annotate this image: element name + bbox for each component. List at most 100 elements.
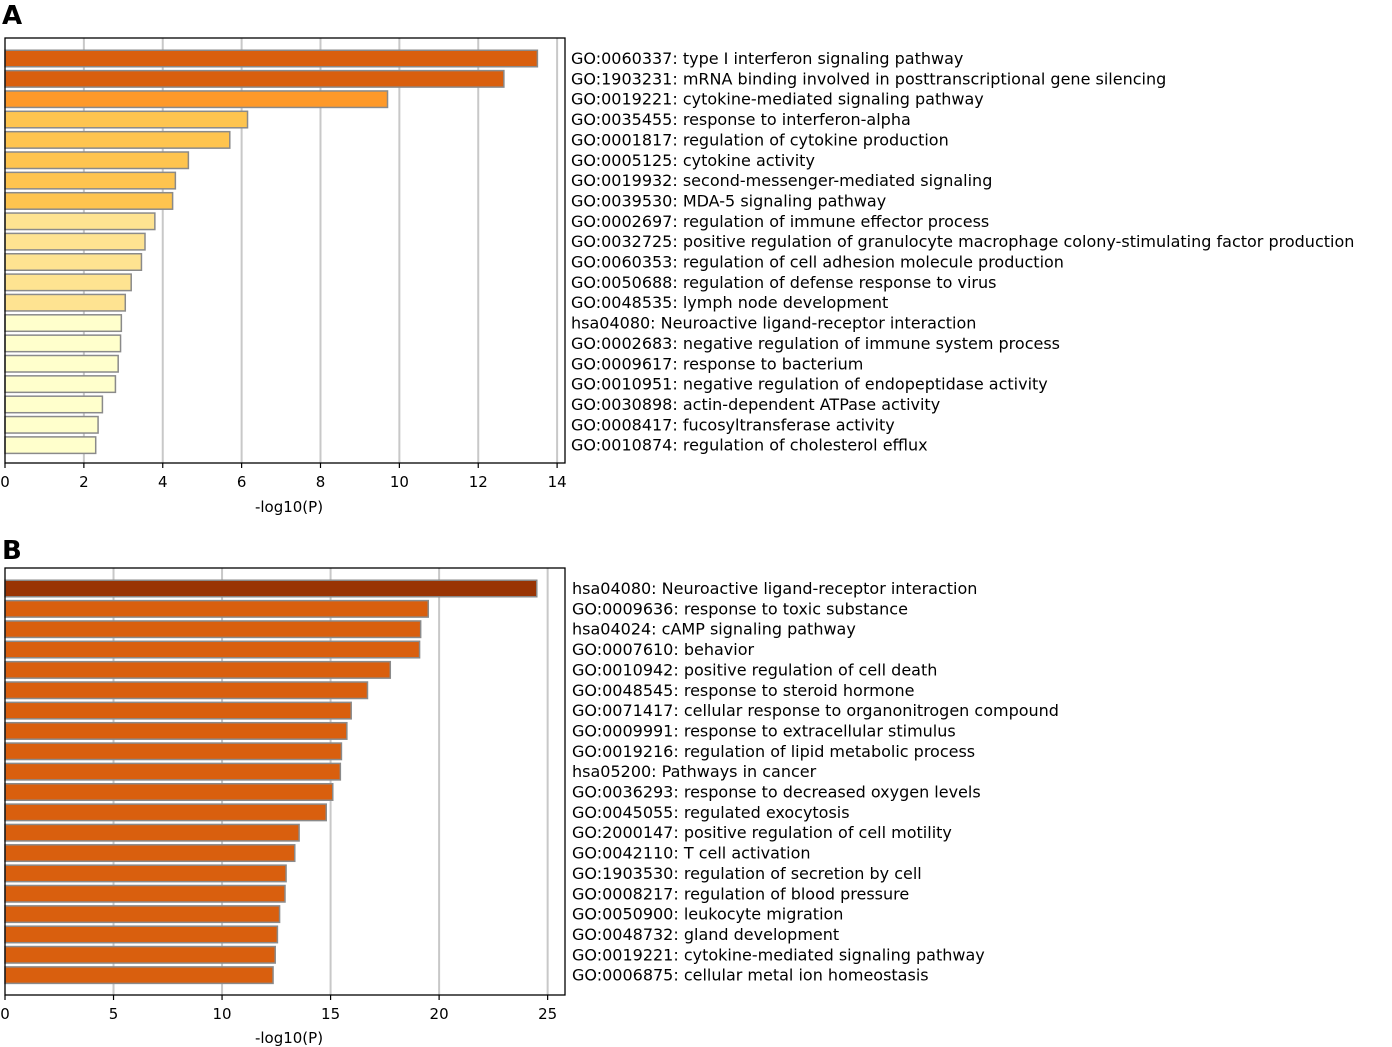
panel-b-bar bbox=[4, 660, 392, 679]
panel-b-term-label: GO:0008217: regulation of blood pressure bbox=[572, 884, 909, 903]
panel-b-bar bbox=[4, 945, 276, 964]
panel-b-x-tick-label: 0 bbox=[0, 1005, 10, 1023]
panel-b-bar bbox=[4, 762, 342, 781]
panel-b-term-label: GO:0048545: response to steroid hormone bbox=[572, 681, 914, 700]
panel-b-bar bbox=[4, 844, 296, 863]
panel-a-bar bbox=[4, 171, 177, 190]
panel-b-term-label: GO:0007610: behavior bbox=[572, 640, 754, 659]
panel-a-term-label: GO:0009617: response to bacterium bbox=[571, 354, 863, 373]
panel-a-bar bbox=[4, 273, 132, 292]
panel-a-x-tick-label: 6 bbox=[237, 473, 247, 491]
panel-b-letter: B bbox=[2, 536, 22, 566]
panel-a-term-label: hsa04080: Neuroactive ligand-receptor in… bbox=[571, 314, 976, 333]
panel-b-term-label: hsa05200: Pathways in cancer bbox=[572, 762, 817, 781]
panel-a-term-label: GO:0010951: negative regulation of endop… bbox=[571, 375, 1048, 394]
panel-a-term-label: GO:0019221: cytokine-mediated signaling … bbox=[571, 90, 984, 109]
panel-a-term-label: GO:0060353: regulation of cell adhesion … bbox=[571, 253, 1064, 272]
panel-a-bar bbox=[4, 151, 190, 170]
panel-b-term-label: GO:0010942: positive regulation of cell … bbox=[572, 660, 937, 679]
panel-b-bar bbox=[4, 823, 300, 842]
panel-b-term-label: GO:0036293: response to decreased oxygen… bbox=[572, 783, 981, 802]
panel-b-term-label: hsa04080: Neuroactive ligand-receptor in… bbox=[572, 579, 977, 598]
panel-a-bar bbox=[4, 90, 389, 109]
panel-b-x-tick-label: 10 bbox=[213, 1005, 232, 1023]
panel-a-term-label: GO:0039530: MDA-5 signaling pathway bbox=[571, 191, 886, 210]
panel-b-term-label: GO:2000147: positive regulation of cell … bbox=[572, 823, 952, 842]
panel-a-term-label: GO:0010874: regulation of cholesterol ef… bbox=[571, 436, 928, 455]
panel-a-x-axis-title: -log10(P) bbox=[255, 498, 323, 516]
panel-b-bar bbox=[4, 864, 287, 883]
panel-b-term-label: GO:0048732: gland development bbox=[572, 925, 839, 944]
panel-a-plot-frame bbox=[4, 37, 566, 464]
panel-a: A GO:0060337: type I interferon signalin… bbox=[0, 1, 1354, 516]
panel-a-bar bbox=[4, 110, 249, 129]
panel-a-bar bbox=[4, 253, 143, 271]
panel-a-bar bbox=[4, 191, 174, 210]
panel-b-bar bbox=[4, 742, 343, 761]
panel-a-bar bbox=[4, 334, 122, 353]
panel-b-bar bbox=[4, 681, 369, 700]
panel-b-term-label: GO:0009636: response to toxic substance bbox=[572, 599, 908, 618]
panel-a-term-label: GO:0001817: regulation of cytokine produ… bbox=[571, 130, 949, 149]
panel-b-bar bbox=[4, 721, 348, 740]
panel-a-x-tick-label: 14 bbox=[548, 473, 567, 491]
panel-a-bar bbox=[4, 395, 104, 414]
panel-b-bar bbox=[4, 925, 279, 944]
panel-b-bar bbox=[4, 966, 274, 985]
panel-b-bar bbox=[4, 579, 538, 598]
panel-a-x-tick-label: 4 bbox=[158, 473, 168, 491]
panel-a-x-tick-label: 8 bbox=[316, 473, 326, 491]
panel-a-bar bbox=[4, 293, 127, 312]
panel-a-x-tick-label: 10 bbox=[390, 473, 409, 491]
panel-a-term-label: GO:0030898: actin-dependent ATPase activ… bbox=[571, 395, 940, 414]
panel-b-bar bbox=[4, 620, 422, 639]
panel-b-bar bbox=[4, 803, 327, 822]
panel-b-bar bbox=[4, 783, 334, 801]
panel-a-term-label: GO:0050688: regulation of defense respon… bbox=[571, 273, 996, 292]
panel-b-bar bbox=[4, 701, 352, 720]
panel-b-plot-frame bbox=[4, 567, 566, 996]
panel-a-term-label: GO:0002697: regulation of immune effecto… bbox=[571, 212, 989, 231]
panel-a-bar bbox=[4, 49, 539, 68]
panel-b-bar bbox=[4, 599, 430, 618]
panel-b-x-tick-label: 20 bbox=[430, 1005, 449, 1023]
panel-a-bar bbox=[4, 69, 505, 88]
panel-a-bar bbox=[4, 212, 156, 231]
panel-a-bar bbox=[4, 232, 146, 251]
panel-b-term-label: GO:0042110: T cell activation bbox=[572, 844, 811, 863]
panel-a-bar bbox=[4, 314, 123, 333]
panel-a-term-label: GO:0032725: positive regulation of granu… bbox=[571, 232, 1354, 251]
panel-a-x-tick-label: 12 bbox=[469, 473, 488, 491]
panel-a-bar bbox=[4, 354, 119, 373]
panel-b-term-label: GO:0009991: response to extracellular st… bbox=[572, 721, 956, 740]
panel-a-term-label: GO:0005125: cytokine activity bbox=[571, 151, 815, 170]
panel-a-term-label: GO:0048535: lymph node development bbox=[571, 293, 888, 312]
panel-b-bar bbox=[4, 905, 281, 924]
panel-a-letter: A bbox=[2, 1, 22, 31]
panel-b-bar bbox=[4, 640, 421, 659]
panel-a-x-tick-label: 2 bbox=[79, 473, 89, 491]
panel-b-term-label: GO:0006875: cellular metal ion homeostas… bbox=[572, 966, 929, 985]
panel-a-x-tick-label: 0 bbox=[0, 473, 10, 491]
panel-a-term-label: GO:0060337: type I interferon signaling … bbox=[571, 49, 963, 68]
panel-b-term-label: GO:0071417: cellular response to organon… bbox=[572, 701, 1059, 720]
panel-b-x-axis-title: -log10(P) bbox=[255, 1029, 323, 1047]
panel-b: B hsa04080: Neuroactive ligand-receptor … bbox=[0, 536, 1059, 1047]
panel-a-bar bbox=[4, 130, 231, 149]
panel-a-term-label: GO:0002683: negative regulation of immun… bbox=[571, 334, 1060, 353]
panel-b-term-label: GO:0019216: regulation of lipid metaboli… bbox=[572, 742, 975, 761]
panel-b-x-tick-label: 15 bbox=[321, 1005, 340, 1023]
panel-b-term-label: GO:0050900: leukocyte migration bbox=[572, 905, 843, 924]
panel-a-term-label: GO:0008417: fucosyltransferase activity bbox=[571, 415, 895, 434]
panel-b-term-label: GO:0019221: cytokine-mediated signaling … bbox=[572, 945, 985, 964]
panel-b-term-label: GO:0045055: regulated exocytosis bbox=[572, 803, 850, 822]
panel-a-bar bbox=[4, 436, 97, 455]
panel-a-term-label: GO:1903231: mRNA binding involved in pos… bbox=[571, 69, 1166, 88]
panel-b-x-tick-label: 5 bbox=[109, 1005, 119, 1023]
panel-a-term-label: GO:0019932: second-messenger-mediated si… bbox=[571, 171, 992, 190]
panel-b-bar bbox=[4, 884, 286, 903]
panel-b-term-label: GO:1903530: regulation of secretion by c… bbox=[572, 864, 922, 883]
panel-b-term-label: hsa04024: cAMP signaling pathway bbox=[572, 620, 856, 639]
panel-a-bar bbox=[4, 375, 117, 394]
